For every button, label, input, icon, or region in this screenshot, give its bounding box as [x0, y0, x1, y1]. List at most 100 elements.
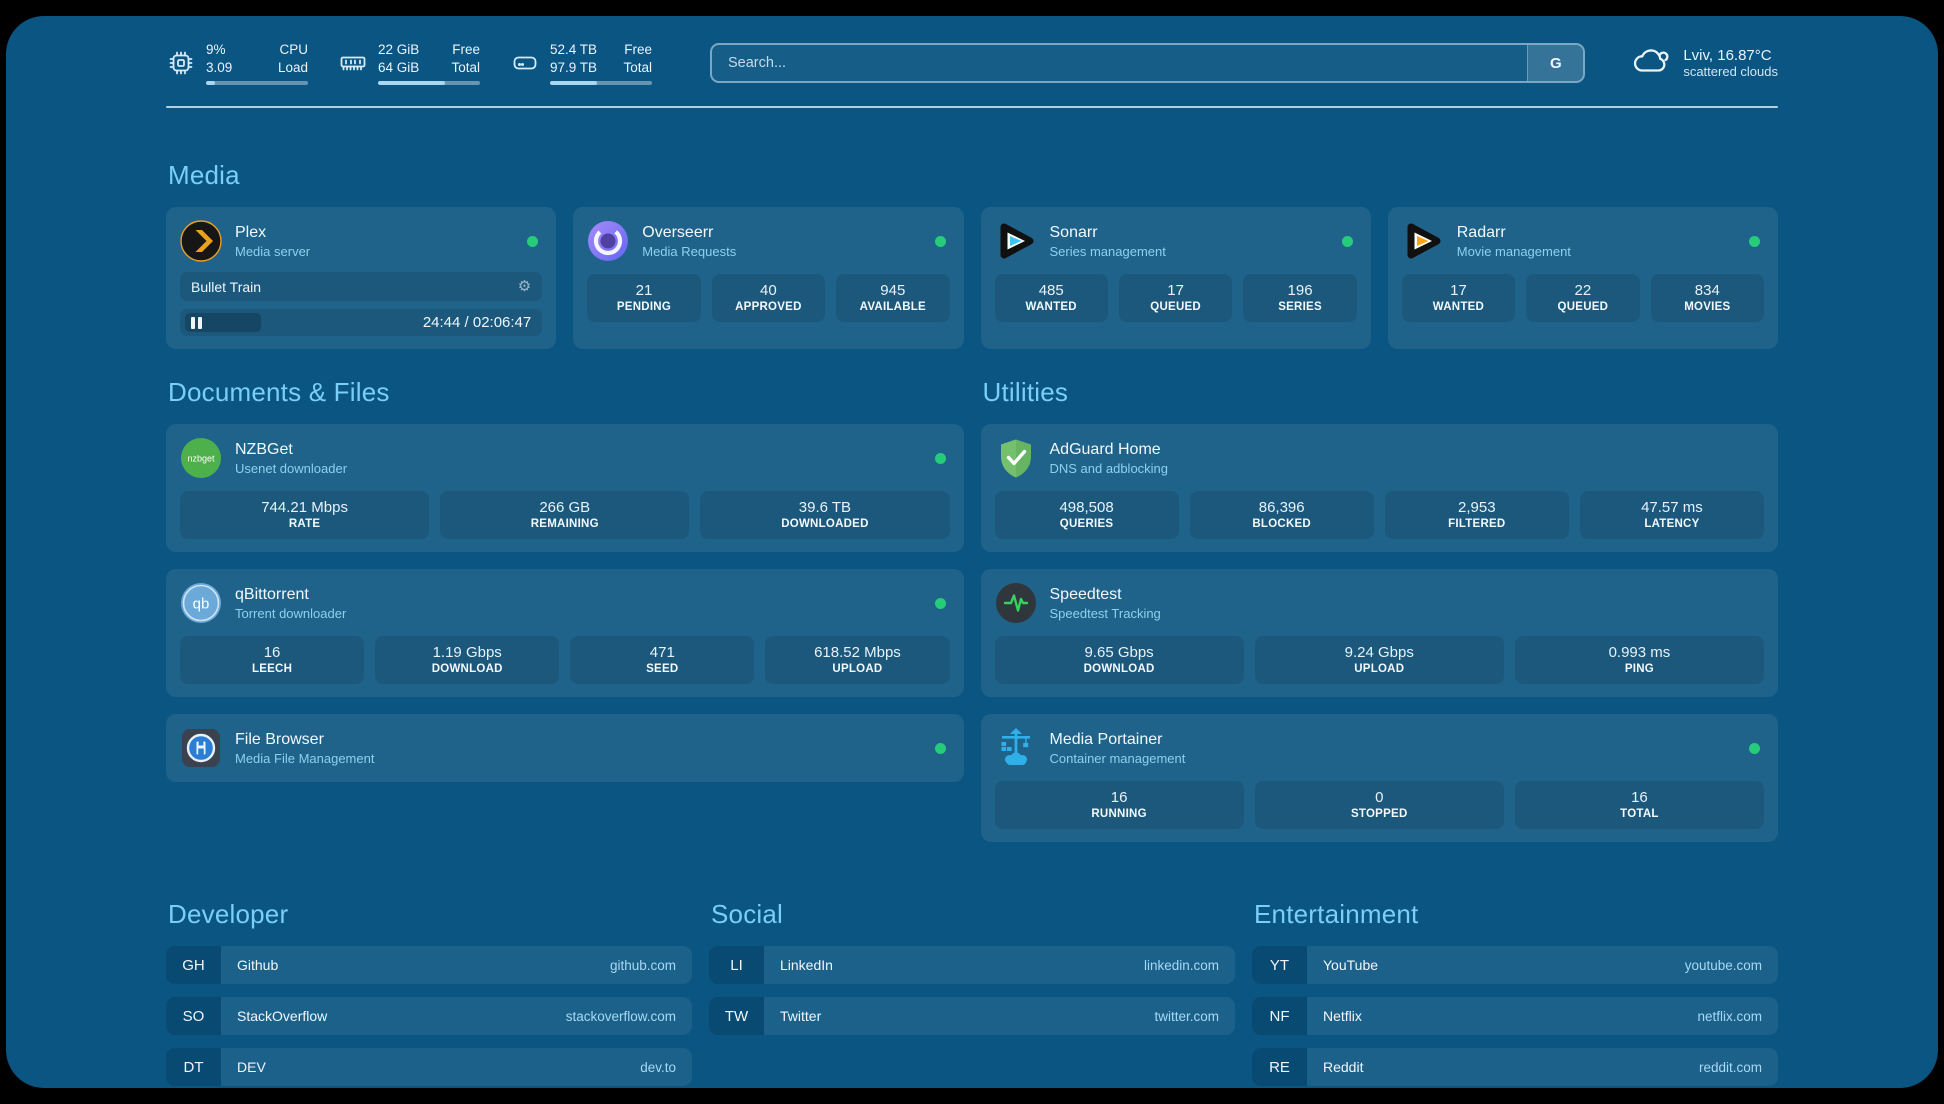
- adguard-icon: [995, 437, 1037, 479]
- portainer-icon: [995, 727, 1037, 769]
- cpu-stat: 9% 3.09 CPU Load: [166, 41, 308, 86]
- section-title-media: Media: [168, 160, 240, 190]
- stat-tile: 196 SERIES: [1243, 274, 1357, 322]
- status-dot: [1341, 235, 1353, 247]
- app-subtitle: Movie management: [1456, 243, 1571, 259]
- bookmark-name: YouTube: [1323, 957, 1379, 973]
- bookmark-netflix[interactable]: NF Netflix netflix.com: [1252, 997, 1778, 1035]
- stat-tile: 17 WANTED: [1401, 274, 1516, 322]
- section-title-entertainment: Entertainment: [1254, 899, 1419, 929]
- disk-free-label: Free: [624, 41, 652, 57]
- cpu-load-label: Load: [277, 59, 308, 75]
- bookmark-stackoverflow[interactable]: SO StackOverflow stackoverflow.com: [166, 997, 692, 1035]
- bookmark-name: LinkedIn: [780, 957, 833, 973]
- app-title: NZBGet: [235, 441, 293, 459]
- filebrowser-icon: [180, 727, 222, 769]
- cpu-load-value: 3.09: [206, 59, 233, 75]
- disk-progress-bar: [550, 81, 652, 86]
- app-card-filebrowser[interactable]: File Browser Media File Management: [166, 714, 964, 782]
- app-card-plex[interactable]: Plex Media server Bullet Train ⚙ 24:44 /…: [166, 207, 557, 349]
- bookmark-name: Github: [237, 957, 279, 973]
- bookmark-github[interactable]: GH Github github.com: [166, 946, 692, 984]
- bookmark-reddit[interactable]: RE Reddit reddit.com: [1252, 1048, 1778, 1086]
- stat-tile: 16 TOTAL: [1514, 781, 1765, 829]
- stat-tile: 9.24 Gbps UPLOAD: [1254, 636, 1504, 684]
- sonarr-icon: [995, 220, 1037, 262]
- bookmark-youtube[interactable]: YT YouTube youtube.com: [1252, 946, 1778, 984]
- status-dot: [1749, 235, 1760, 247]
- app-card-radarr[interactable]: Radarr Movie management 17 WANTED 22 QUE…: [1387, 207, 1778, 349]
- search-input[interactable]: [712, 45, 1528, 81]
- stat-tile: 16 RUNNING: [994, 781, 1244, 829]
- stat-tile: 0 STOPPED: [1254, 781, 1504, 829]
- app-card-sonarr[interactable]: Sonarr Series management 485 WANTED 17 Q…: [980, 207, 1371, 349]
- bookmark-abbr: GH: [166, 946, 221, 984]
- stat-tile: 485 WANTED: [994, 274, 1108, 322]
- app-subtitle: Speedtest Tracking: [1049, 605, 1161, 621]
- playback-progress-fill: [185, 313, 262, 332]
- section-title-documents: Documents & Files: [168, 377, 390, 407]
- cpu-progress-bar: [206, 81, 308, 86]
- app-subtitle: Container management: [1049, 750, 1186, 766]
- cloud-icon: [1631, 45, 1671, 82]
- bookmark-name: Reddit: [1323, 1059, 1364, 1075]
- qbittorrent-icon: qb: [180, 582, 222, 624]
- cpu-label: CPU: [279, 41, 308, 57]
- bookmark-twitter[interactable]: TW Twitter twitter.com: [709, 997, 1235, 1035]
- bookmark-abbr: RE: [1252, 1048, 1307, 1086]
- app-card-speedtest[interactable]: Speedtest Speedtest Tracking 9.65 Gbps D…: [980, 569, 1778, 697]
- app-card-overseerr[interactable]: Overseerr Media Requests 21 PENDING 40 A…: [573, 207, 964, 349]
- bookmark-abbr: NF: [1252, 997, 1307, 1035]
- bookmark-linkedin[interactable]: LI LinkedIn linkedin.com: [709, 946, 1235, 984]
- stat-tile: 744.21 Mbps RATE: [180, 491, 430, 539]
- app-card-portainer[interactable]: Media Portainer Container management 16 …: [980, 714, 1778, 842]
- search-engine-button[interactable]: G: [1527, 45, 1584, 81]
- bookmark-abbr: SO: [166, 997, 221, 1035]
- top-bar: 9% 3.09 CPU Load: [166, 34, 1778, 92]
- status-dot: [934, 235, 946, 247]
- now-playing-title: Bullet Train: [191, 278, 262, 295]
- stat-tile: 22 QUEUED: [1526, 274, 1640, 322]
- disk-total-value: 97.9 TB: [550, 59, 598, 75]
- speedtest-icon: [995, 582, 1037, 624]
- disk-icon: [510, 48, 540, 78]
- status-dot: [934, 452, 946, 464]
- app-title: Radarr: [1456, 224, 1506, 242]
- memory-free-value: 22 GiB: [378, 41, 420, 57]
- section-title-developer: Developer: [168, 899, 289, 929]
- cpu-icon: [166, 48, 196, 78]
- bookmark-domain: netflix.com: [1697, 1008, 1762, 1024]
- app-card-qbittorrent[interactable]: qb qBittorrent Torrent downloader 16 LEE…: [166, 569, 964, 697]
- stat-tile: 2,953 FILTERED: [1384, 491, 1569, 539]
- bookmark-domain: linkedin.com: [1143, 957, 1219, 973]
- stat-tile: 16 LEECH: [180, 636, 365, 684]
- search-bar: G: [710, 43, 1586, 83]
- disk-free-value: 52.4 TB: [550, 41, 598, 57]
- bookmark-name: Twitter: [780, 1008, 822, 1024]
- stat-tile: 1.19 Gbps DOWNLOAD: [375, 636, 560, 684]
- header-divider: [166, 106, 1778, 108]
- status-dot: [527, 235, 539, 247]
- svg-text:qb: qb: [193, 596, 210, 613]
- app-card-adguard[interactable]: AdGuard Home DNS and adblocking 498,508 …: [980, 424, 1778, 552]
- dashboard-page: 9% 3.09 CPU Load: [6, 16, 1938, 1088]
- stat-tile: 40 APPROVED: [711, 274, 826, 322]
- playback-progress-bar: 24:44 / 02:06:47: [180, 309, 543, 336]
- memory-total-value: 64 GiB: [378, 59, 420, 75]
- app-card-nzbget[interactable]: nzbget NZBGet Usenet downloader 744.21 M…: [166, 424, 964, 552]
- memory-progress-bar: [378, 81, 480, 86]
- section-title-social: Social: [711, 899, 784, 929]
- stat-tile: 47.57 ms LATENCY: [1579, 491, 1764, 539]
- section-title-utilities: Utilities: [982, 377, 1069, 407]
- app-subtitle: Media server: [235, 243, 311, 259]
- app-title: AdGuard Home: [1049, 441, 1161, 459]
- bookmark-abbr: YT: [1252, 946, 1307, 984]
- bookmark-domain: github.com: [609, 957, 676, 973]
- status-dot: [1749, 742, 1760, 754]
- stat-tile: 39.6 TB DOWNLOADED: [700, 491, 950, 539]
- memory-stat: 22 GiB 64 GiB Free Total: [338, 41, 480, 86]
- stat-tile: 86,396 BLOCKED: [1189, 491, 1374, 539]
- stat-tile: 0.993 ms PING: [1514, 636, 1765, 684]
- bookmark-dev[interactable]: DT DEV dev.to: [166, 1048, 692, 1086]
- bookmark-name: StackOverflow: [237, 1008, 328, 1024]
